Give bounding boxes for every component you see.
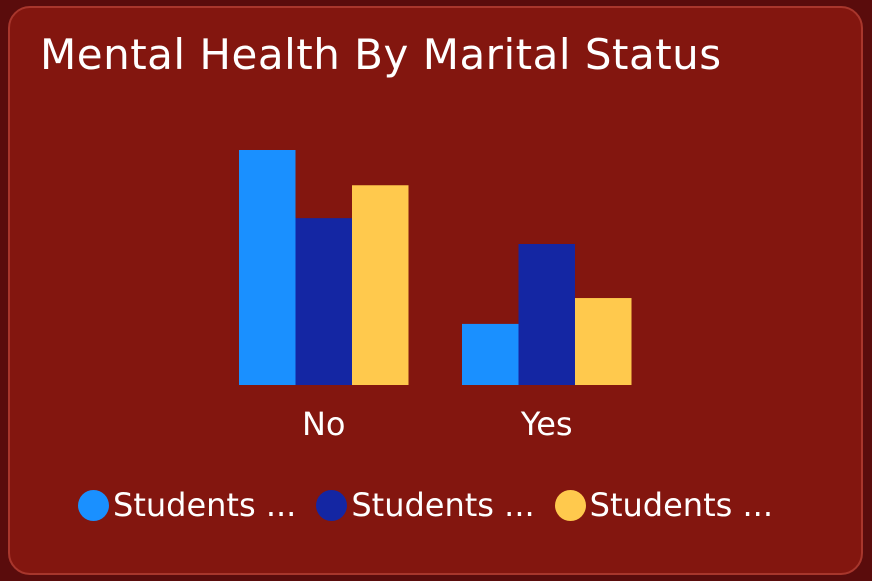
- x-tick-label-no: No: [302, 405, 346, 443]
- bar-no-series-3[interactable]: [352, 185, 409, 385]
- legend-dot-2: [316, 489, 348, 521]
- legend-label-1: Students ...: [113, 486, 297, 524]
- bar-yes-series-1[interactable]: [462, 323, 519, 385]
- legend-dot-1: [78, 489, 109, 521]
- legend-label-2: Students ...: [351, 486, 535, 524]
- bar-yes-series-3[interactable]: [575, 298, 632, 385]
- bar-no-series-2[interactable]: [295, 218, 353, 385]
- legend-label-3: Students ...: [589, 486, 773, 524]
- legend-item-3[interactable]: Students ...: [554, 486, 773, 524]
- legend-item-2[interactable]: Students ...: [316, 486, 535, 524]
- chart-title: Mental Health By Marital Status: [40, 30, 722, 79]
- chart-card: Mental Health By Marital Status: [8, 6, 863, 575]
- x-tick-labels: No Yes: [302, 405, 573, 443]
- legend-dot-3: [554, 489, 586, 521]
- legend: Students ... Students ... Students ...: [78, 486, 793, 524]
- x-tick-label-yes: Yes: [520, 405, 573, 443]
- bar-yes-series-2[interactable]: [518, 244, 576, 385]
- bars-group: [239, 150, 632, 385]
- bar-no-series-1[interactable]: [239, 150, 296, 385]
- legend-item-1[interactable]: Students ...: [78, 486, 296, 524]
